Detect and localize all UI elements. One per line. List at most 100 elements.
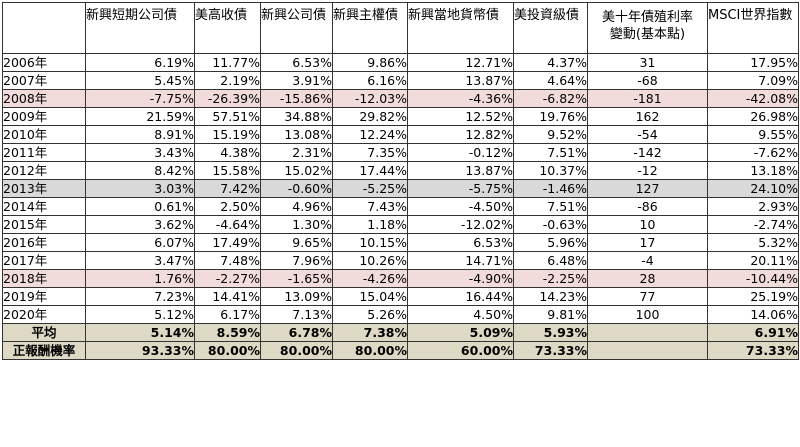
value-cell: -4.26% xyxy=(332,269,408,288)
year-cell: 2006年 xyxy=(2,53,86,72)
year-row: 2020年 5.12% 6.17% 7.13% 5.26% 4.50% 9.81% 100 14… xyxy=(2,305,799,324)
year-row: 2011年 3.43% 4.38% 2.31% 7.35% -0.12% 7.51% -142… xyxy=(2,143,799,162)
value-cell: -12 xyxy=(587,161,708,180)
average-row: 平均 5.14% 8.59% 6.78% 7.38% 5.09% 5.93% 6… xyxy=(2,323,799,342)
value-cell: 19.76% xyxy=(513,107,588,126)
value-cell: 4.37% xyxy=(513,53,588,72)
value-cell: -0.63% xyxy=(513,215,588,234)
value-cell: 2.19% xyxy=(194,71,261,90)
value-cell: 3.91% xyxy=(260,71,333,90)
value-cell: 5.45% xyxy=(85,71,195,90)
value-cell: 9.55% xyxy=(707,125,799,144)
value-cell: 13.08% xyxy=(260,125,333,144)
value-cell: 7.09% xyxy=(707,71,799,90)
year-row: 2012年 8.42% 15.58% 15.02% 17.44% 13.87% 10.37%… xyxy=(2,161,799,180)
average-cell: 5.93% xyxy=(513,323,588,342)
value-cell: 14.71% xyxy=(407,251,514,270)
value-cell: 12.52% xyxy=(407,107,514,126)
value-cell: 6.19% xyxy=(85,53,195,72)
value-cell: 7.96% xyxy=(260,251,333,270)
value-cell: 26.98% xyxy=(707,107,799,126)
value-cell: -2.25% xyxy=(513,269,588,288)
year-cell: 2009年 xyxy=(2,107,86,126)
header-rate-line-1: 美十年債殖利率 xyxy=(601,10,693,25)
value-cell: 7.42% xyxy=(194,179,261,198)
value-cell: 25.19% xyxy=(707,287,799,306)
year-row: 2013年 3.03% 7.42% -0.60% -5.25% -5.75% -1.46% 1… xyxy=(2,179,799,198)
value-cell: 1.76% xyxy=(85,269,195,288)
value-cell: 17.44% xyxy=(332,161,408,180)
value-cell: 6.07% xyxy=(85,233,195,252)
value-cell: -54 xyxy=(587,125,708,144)
value-cell: 6.16% xyxy=(332,71,408,90)
year-row: 2010年 8.91% 15.19% 13.08% 12.24% 12.82% 9.52% -… xyxy=(2,125,799,144)
year-cell: 2017年 xyxy=(2,251,86,270)
value-cell: -1.65% xyxy=(260,269,333,288)
value-cell: 13.09% xyxy=(260,287,333,306)
value-cell: 6.48% xyxy=(513,251,588,270)
value-cell: 100 xyxy=(587,305,708,324)
value-cell: -5.75% xyxy=(407,179,514,198)
value-cell: 15.19% xyxy=(194,125,261,144)
value-cell: -26.39% xyxy=(194,89,261,108)
year-row: 2016年 6.07% 17.49% 9.65% 10.15% 6.53% 5.96% 17 5… xyxy=(2,233,799,252)
value-cell: -68 xyxy=(587,71,708,90)
year-cell: 2011年 xyxy=(2,143,86,162)
year-row: 2007年 5.45% 2.19% 3.91% 6.16% 13.87% 4.64% -68 7… xyxy=(2,71,799,90)
average-cell: 8.59% xyxy=(194,323,261,342)
average-cell: 6.91% xyxy=(707,323,799,342)
value-cell: 13.18% xyxy=(707,161,799,180)
year-row: 2008年 -7.75% -26.39% -15.86% -12.03% -4.36% -6… xyxy=(2,89,799,108)
value-cell: -4.90% xyxy=(407,269,514,288)
year-row: 2006年 6.19% 11.77% 6.53% 9.86% 12.71% 4.37% 31 1… xyxy=(2,53,799,72)
value-cell: 4.64% xyxy=(513,71,588,90)
header-em-corp: 新興公司債 xyxy=(260,2,333,54)
value-cell: 3.62% xyxy=(85,215,195,234)
year-row: 2015年 3.62% -4.64% 1.30% 1.18% -12.02% -0.63% 1… xyxy=(2,215,799,234)
value-cell: -6.82% xyxy=(513,89,588,108)
positive-ratio-cell: 73.33% xyxy=(707,341,799,360)
average-cell: 5.09% xyxy=(407,323,514,342)
value-cell: 5.32% xyxy=(707,233,799,252)
value-cell: 2.93% xyxy=(707,197,799,216)
value-cell: 3.03% xyxy=(85,179,195,198)
value-cell: 3.47% xyxy=(85,251,195,270)
value-cell: 5.26% xyxy=(332,305,408,324)
value-cell: 5.12% xyxy=(85,305,195,324)
value-cell: 6.53% xyxy=(260,53,333,72)
value-cell: 0.61% xyxy=(85,197,195,216)
positive-ratio-cell: 80.00% xyxy=(194,341,261,360)
value-cell: 17.49% xyxy=(194,233,261,252)
header-us-investment-grade: 美投資級債 xyxy=(513,2,588,54)
header-msci-world: MSCI世界指數 xyxy=(707,2,799,54)
value-cell: -10.44% xyxy=(707,269,799,288)
value-cell: 7.51% xyxy=(513,197,588,216)
value-cell: 9.86% xyxy=(332,53,408,72)
value-cell: -12.03% xyxy=(332,89,408,108)
positive-ratio-row: 正報酬機率 93.33% 80.00% 80.00% 80.00% 60.00%… xyxy=(2,341,799,360)
value-cell: 34.88% xyxy=(260,107,333,126)
value-cell: 16.44% xyxy=(407,287,514,306)
value-cell: -86 xyxy=(587,197,708,216)
year-row: 2014年 0.61% 2.50% 4.96% 7.43% -4.50% 7.51% -86 2… xyxy=(2,197,799,216)
value-cell: 10.26% xyxy=(332,251,408,270)
value-cell: 2.31% xyxy=(260,143,333,162)
year-cell: 2016年 xyxy=(2,233,86,252)
value-cell: 6.53% xyxy=(407,233,514,252)
value-cell: 21.59% xyxy=(85,107,195,126)
value-cell: -2.74% xyxy=(707,215,799,234)
value-cell: 24.10% xyxy=(707,179,799,198)
value-cell: 77 xyxy=(587,287,708,306)
value-cell: 9.65% xyxy=(260,233,333,252)
value-cell: 162 xyxy=(587,107,708,126)
value-cell: 7.48% xyxy=(194,251,261,270)
year-row: 2018年 1.76% -2.27% -1.65% -4.26% -4.90% -2.25%… xyxy=(2,269,799,288)
header-row: 新興短期公司債 美高收債 新興公司債 新興主權債 新興當地貨幣債 美投資級債 美… xyxy=(2,2,799,54)
value-cell: 17.95% xyxy=(707,53,799,72)
header-corner xyxy=(2,2,86,54)
value-cell: 20.11% xyxy=(707,251,799,270)
value-cell: 7.23% xyxy=(85,287,195,306)
year-cell: 2012年 xyxy=(2,161,86,180)
year-row: 2019年 7.23% 14.41% 13.09% 15.04% 16.44% 14.23%… xyxy=(2,287,799,306)
average-cell: 5.14% xyxy=(85,323,195,342)
